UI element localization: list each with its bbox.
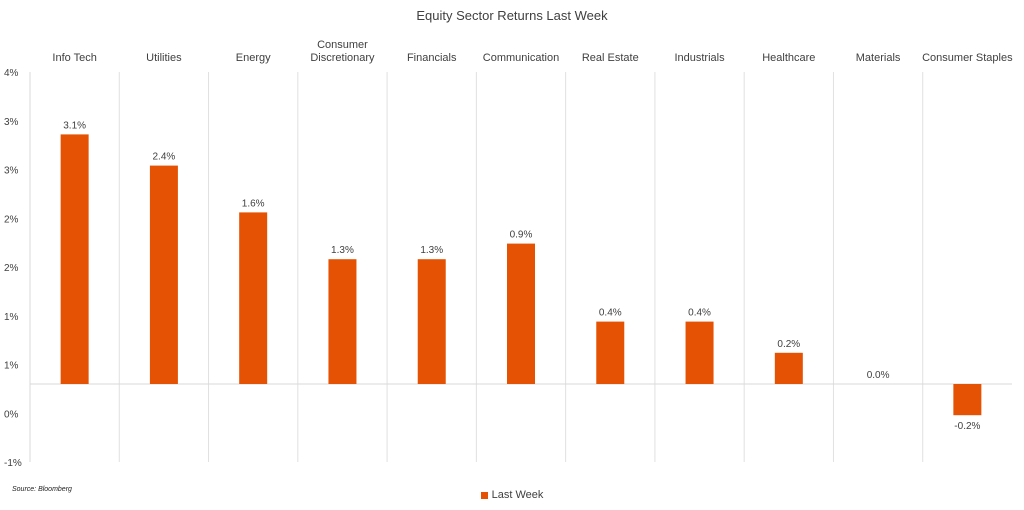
data-label: 0.4%	[688, 308, 711, 319]
bar	[60, 134, 89, 384]
data-label: 0.2%	[777, 339, 800, 350]
bar	[507, 243, 535, 384]
source-note: Source: Bloomberg	[12, 486, 72, 493]
y-tick-label: 4%	[4, 68, 19, 79]
bar	[774, 352, 803, 384]
category-label: Consumer Staples	[922, 52, 1013, 64]
bar	[685, 321, 714, 384]
legend: Last Week	[0, 489, 1024, 501]
category-label: Communication	[483, 52, 559, 64]
data-label: 1.6%	[242, 198, 265, 209]
y-tick-label: 0%	[4, 409, 19, 420]
category-label: Info Tech	[52, 52, 96, 64]
bar	[417, 259, 446, 384]
legend-label: Last Week	[491, 489, 544, 501]
y-tick-label: 3%	[4, 117, 19, 128]
category-label: Financials	[407, 52, 457, 64]
category-label: Energy	[236, 52, 271, 64]
data-label: 3.1%	[63, 120, 86, 131]
category-label: Utilities	[146, 52, 182, 64]
category-label: Healthcare	[762, 52, 815, 64]
data-label: 0.9%	[510, 230, 533, 241]
category-label: Consumer	[317, 39, 368, 51]
y-tick-label: 2%	[4, 263, 19, 274]
category-label: Materials	[856, 52, 901, 64]
data-label: 0.4%	[599, 308, 622, 319]
data-label: -0.2%	[954, 421, 980, 432]
legend-swatch	[480, 491, 488, 499]
data-label: 2.4%	[153, 152, 176, 163]
chart-title: Equity Sector Returns Last Week	[416, 8, 608, 23]
bar	[953, 384, 982, 416]
bar	[596, 321, 625, 384]
bar	[149, 165, 178, 384]
y-tick-label: 2%	[4, 214, 19, 225]
y-tick-label: -1%	[4, 458, 22, 469]
category-label: Industrials	[674, 52, 725, 64]
y-tick-label: 1%	[4, 312, 19, 323]
category-label: Discretionary	[310, 52, 375, 64]
bar	[239, 212, 268, 384]
y-tick-label: 3%	[4, 166, 19, 177]
bar	[328, 259, 357, 384]
data-label: 1.3%	[331, 245, 354, 256]
data-label: 0.0%	[867, 370, 890, 381]
data-label: 1.3%	[420, 245, 443, 256]
y-tick-label: 1%	[4, 361, 19, 372]
category-label: Real Estate	[582, 52, 639, 64]
